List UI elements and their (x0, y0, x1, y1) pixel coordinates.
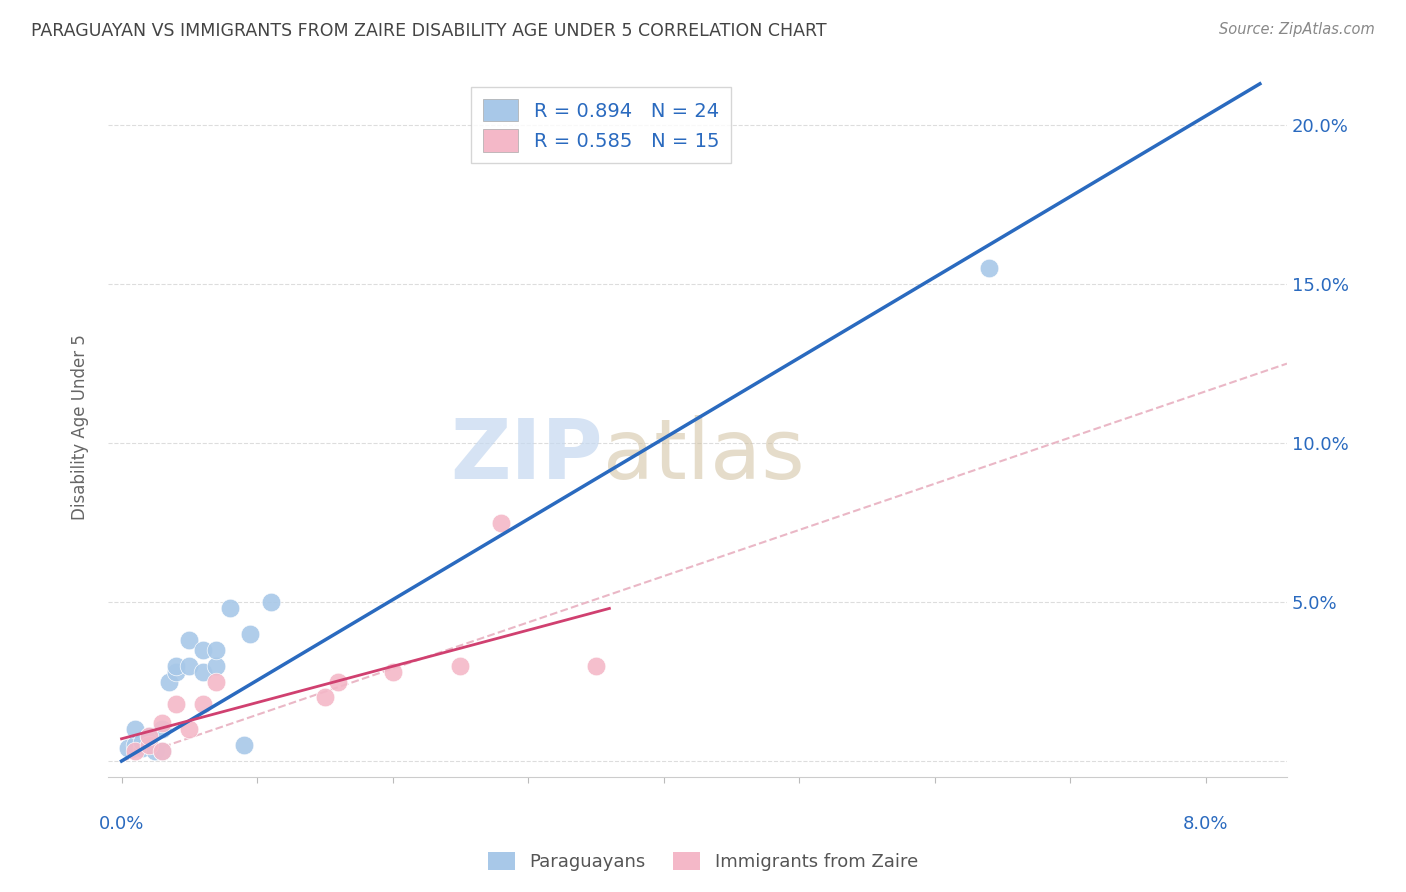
Point (314, 690, 336, 705)
Point (179, 633, 201, 648)
Point (205, 658, 228, 673)
Point (131, 741, 153, 756)
Point (191, 697, 214, 711)
Point (138, 738, 160, 752)
Point (489, 516, 512, 530)
Point (131, 735, 153, 749)
Point (124, 738, 146, 752)
Point (191, 665, 214, 679)
Point (138, 738, 160, 752)
Point (179, 723, 201, 737)
Point (145, 744, 167, 758)
Text: 8.0%: 8.0% (1182, 815, 1229, 833)
Point (191, 642, 214, 657)
Point (259, 595, 281, 609)
Point (179, 658, 201, 673)
Point (449, 658, 471, 673)
Y-axis label: Disability Age Under 5: Disability Age Under 5 (72, 334, 89, 520)
Point (157, 674, 180, 689)
Point (150, 723, 173, 737)
Point (232, 738, 254, 752)
Point (124, 744, 146, 758)
Point (205, 674, 228, 689)
Point (328, 674, 350, 689)
Text: ZIP: ZIP (451, 415, 603, 496)
Text: Source: ZipAtlas.com: Source: ZipAtlas.com (1219, 22, 1375, 37)
Point (977, 261, 1000, 276)
Point (219, 601, 242, 615)
Point (117, 741, 139, 756)
Text: 0.0%: 0.0% (98, 815, 145, 833)
Point (138, 729, 160, 743)
Point (150, 744, 173, 758)
Legend: Paraguayans, Immigrants from Zaire: Paraguayans, Immigrants from Zaire (481, 845, 925, 879)
Point (138, 729, 160, 743)
Point (165, 697, 187, 711)
Point (205, 642, 228, 657)
Point (150, 715, 173, 730)
Point (585, 658, 607, 673)
Text: PARAGUAYAN VS IMMIGRANTS FROM ZAIRE DISABILITY AGE UNDER 5 CORRELATION CHART: PARAGUAYAN VS IMMIGRANTS FROM ZAIRE DISA… (31, 22, 827, 40)
Text: atlas: atlas (603, 415, 804, 496)
Point (150, 744, 173, 758)
Point (239, 627, 262, 641)
Point (165, 665, 187, 679)
Legend: R = 0.894   N = 24, R = 0.585   N = 15: R = 0.894 N = 24, R = 0.585 N = 15 (471, 87, 731, 163)
Point (381, 665, 404, 679)
Point (165, 658, 187, 673)
Point (124, 723, 146, 737)
